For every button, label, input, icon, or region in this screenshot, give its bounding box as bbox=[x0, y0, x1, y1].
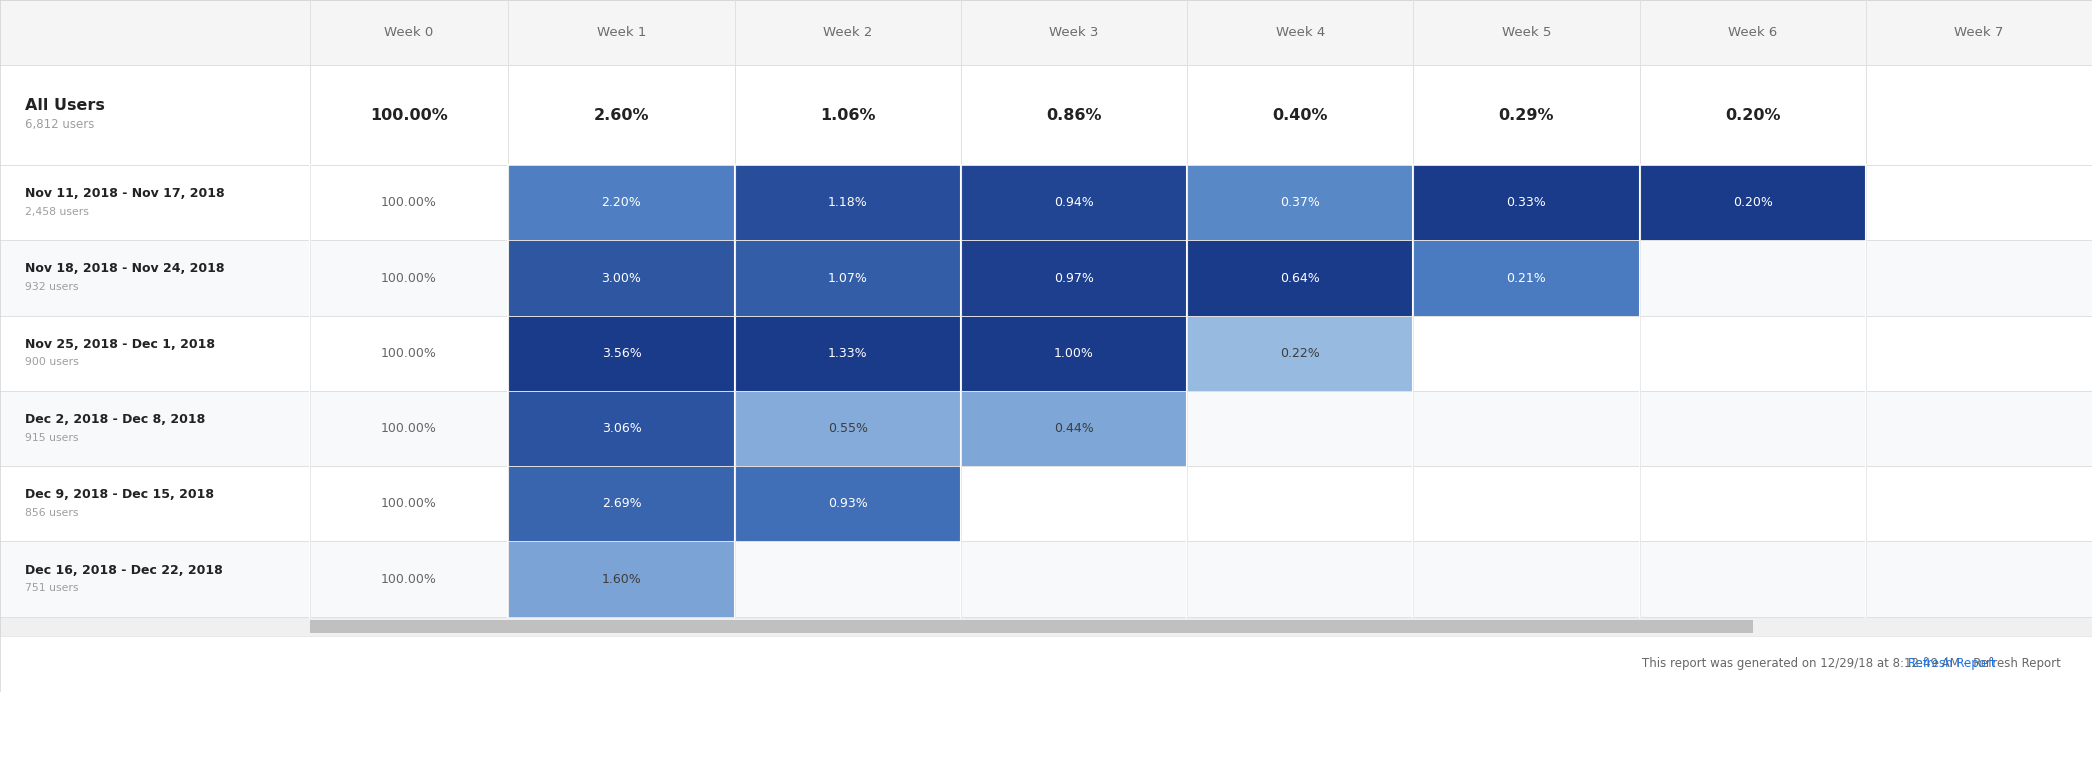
Text: 1.00%: 1.00% bbox=[1054, 347, 1094, 359]
Bar bbox=[508, 466, 734, 541]
Text: 0.97%: 0.97% bbox=[1054, 272, 1094, 284]
Bar bbox=[0, 165, 2092, 240]
Text: 0.21%: 0.21% bbox=[1506, 272, 1546, 284]
Text: 6,812 users: 6,812 users bbox=[25, 118, 94, 131]
Text: 0.22%: 0.22% bbox=[1280, 347, 1320, 359]
Text: 2,458 users: 2,458 users bbox=[25, 207, 90, 217]
Text: Week 3: Week 3 bbox=[1050, 26, 1098, 39]
Text: Week 7: Week 7 bbox=[1954, 26, 2004, 39]
Bar bbox=[310, 620, 1753, 633]
Bar bbox=[1186, 165, 1414, 240]
Text: 1.06%: 1.06% bbox=[820, 108, 874, 123]
Text: 100.00%: 100.00% bbox=[381, 272, 437, 284]
Text: 751 users: 751 users bbox=[25, 583, 79, 593]
Bar bbox=[734, 165, 960, 240]
Text: 3.00%: 3.00% bbox=[602, 272, 642, 284]
Text: 915 users: 915 users bbox=[25, 432, 79, 442]
Bar bbox=[0, 636, 2092, 691]
Text: This report was generated on 12/29/18 at 8:12:49 AM – Refresh Report: This report was generated on 12/29/18 at… bbox=[1642, 657, 2061, 670]
Text: Dec 9, 2018 - Dec 15, 2018: Dec 9, 2018 - Dec 15, 2018 bbox=[25, 488, 213, 502]
Bar bbox=[508, 316, 734, 391]
Text: Nov 18, 2018 - Nov 24, 2018: Nov 18, 2018 - Nov 24, 2018 bbox=[25, 263, 224, 276]
Bar bbox=[0, 240, 2092, 316]
Text: 100.00%: 100.00% bbox=[370, 108, 448, 123]
Text: Week 6: Week 6 bbox=[1728, 26, 1778, 39]
Text: 0.94%: 0.94% bbox=[1054, 197, 1094, 209]
Bar bbox=[1186, 316, 1414, 391]
Text: 0.93%: 0.93% bbox=[828, 498, 868, 510]
Text: Week 1: Week 1 bbox=[596, 26, 646, 39]
Text: 0.64%: 0.64% bbox=[1280, 272, 1320, 284]
Bar bbox=[0, 617, 2092, 636]
Bar bbox=[1414, 240, 1640, 316]
Bar bbox=[0, 466, 2092, 541]
Bar bbox=[734, 391, 960, 466]
Text: 3.56%: 3.56% bbox=[602, 347, 642, 359]
Text: 2.20%: 2.20% bbox=[602, 197, 642, 209]
Text: 100.00%: 100.00% bbox=[381, 498, 437, 510]
Text: 1.18%: 1.18% bbox=[828, 197, 868, 209]
Bar bbox=[0, 541, 2092, 617]
Text: 0.86%: 0.86% bbox=[1046, 108, 1102, 123]
Bar bbox=[0, 391, 2092, 466]
Text: 932 users: 932 users bbox=[25, 282, 79, 292]
Text: Dec 2, 2018 - Dec 8, 2018: Dec 2, 2018 - Dec 8, 2018 bbox=[25, 413, 205, 426]
Text: 1.60%: 1.60% bbox=[602, 573, 642, 585]
Bar bbox=[508, 391, 734, 466]
Bar bbox=[960, 316, 1186, 391]
Text: Week 5: Week 5 bbox=[1502, 26, 1550, 39]
Text: 2.60%: 2.60% bbox=[594, 108, 649, 123]
Bar bbox=[734, 240, 960, 316]
Text: 0.44%: 0.44% bbox=[1054, 422, 1094, 435]
Text: 3.06%: 3.06% bbox=[602, 422, 642, 435]
Text: Dec 16, 2018 - Dec 22, 2018: Dec 16, 2018 - Dec 22, 2018 bbox=[25, 564, 224, 577]
Text: 0.29%: 0.29% bbox=[1498, 108, 1554, 123]
Text: 0.20%: 0.20% bbox=[1732, 197, 1772, 209]
Bar bbox=[508, 165, 734, 240]
Bar bbox=[960, 165, 1186, 240]
Text: 2.69%: 2.69% bbox=[602, 498, 642, 510]
Text: 100.00%: 100.00% bbox=[381, 197, 437, 209]
Bar bbox=[960, 240, 1186, 316]
Text: 1.33%: 1.33% bbox=[828, 347, 868, 359]
Bar bbox=[0, 65, 2092, 165]
Text: 0.33%: 0.33% bbox=[1506, 197, 1546, 209]
Text: 900 users: 900 users bbox=[25, 357, 79, 367]
Text: 100.00%: 100.00% bbox=[381, 573, 437, 585]
Text: All Users: All Users bbox=[25, 98, 105, 113]
Text: 0.20%: 0.20% bbox=[1726, 108, 1780, 123]
Text: Nov 25, 2018 - Dec 1, 2018: Nov 25, 2018 - Dec 1, 2018 bbox=[25, 338, 215, 351]
Text: Week 2: Week 2 bbox=[822, 26, 872, 39]
Bar bbox=[508, 541, 734, 617]
Text: Refresh Report: Refresh Report bbox=[1908, 657, 1996, 670]
Bar bbox=[734, 316, 960, 391]
Bar bbox=[0, 0, 2092, 65]
Bar bbox=[1186, 240, 1414, 316]
Text: 0.55%: 0.55% bbox=[828, 422, 868, 435]
Bar bbox=[1640, 165, 1866, 240]
Text: 1.07%: 1.07% bbox=[828, 272, 868, 284]
Text: 0.37%: 0.37% bbox=[1280, 197, 1320, 209]
Text: 856 users: 856 users bbox=[25, 508, 79, 518]
Text: Week 4: Week 4 bbox=[1276, 26, 1324, 39]
Bar bbox=[0, 316, 2092, 391]
Text: 0.40%: 0.40% bbox=[1272, 108, 1328, 123]
Text: Week 0: Week 0 bbox=[385, 26, 433, 39]
Bar bbox=[960, 391, 1186, 466]
Text: 100.00%: 100.00% bbox=[381, 347, 437, 359]
Text: 100.00%: 100.00% bbox=[381, 422, 437, 435]
Text: Nov 11, 2018 - Nov 17, 2018: Nov 11, 2018 - Nov 17, 2018 bbox=[25, 187, 224, 200]
Bar bbox=[508, 240, 734, 316]
Bar bbox=[734, 466, 960, 541]
Bar bbox=[1414, 165, 1640, 240]
